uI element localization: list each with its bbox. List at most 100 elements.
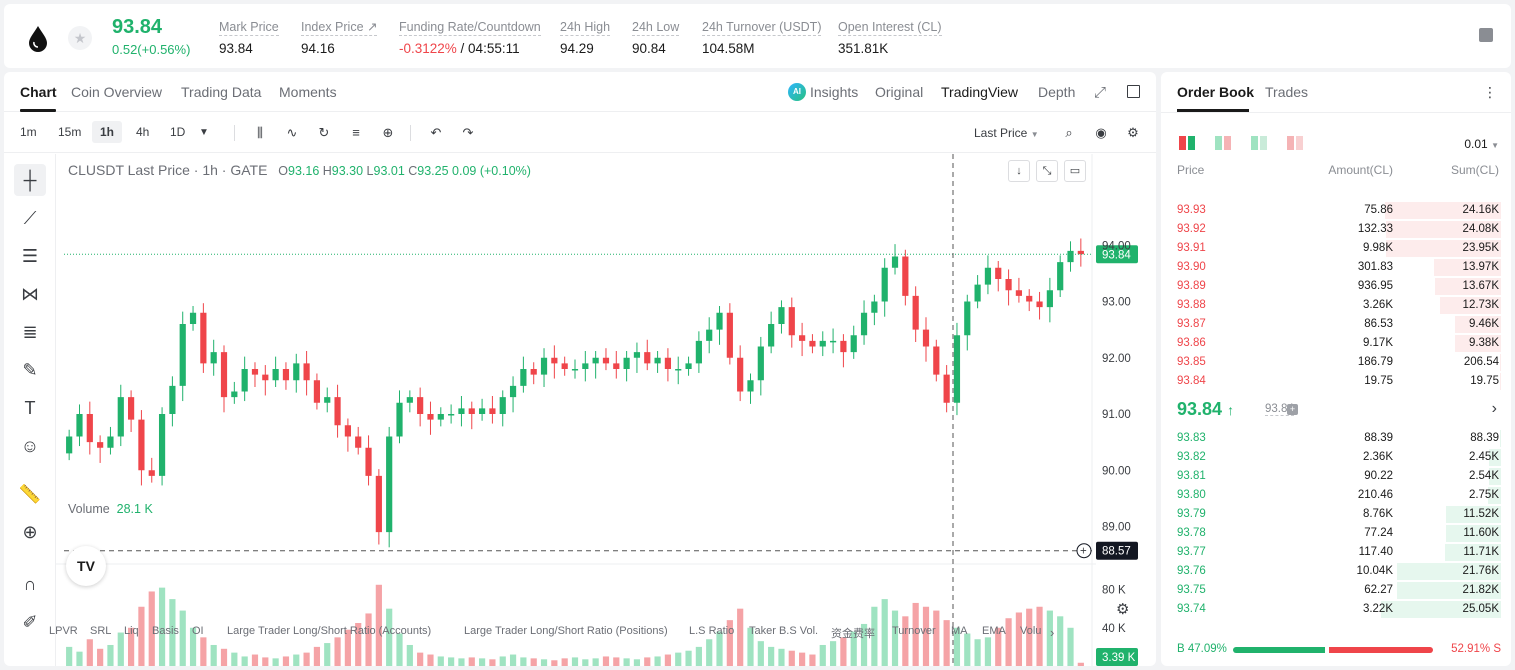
collapse-icon[interactable]: ⤡ — [1036, 160, 1058, 182]
alert-add-icon[interactable]: ⊕ — [382, 125, 394, 140]
stat-mark-price[interactable]: Mark Price 93.84 — [219, 18, 279, 56]
tab-coin-overview[interactable]: Coin Overview — [71, 84, 163, 100]
view-insights[interactable]: Insights — [810, 84, 859, 100]
candle — [933, 346, 940, 375]
favorite-star-icon[interactable]: ★ — [68, 26, 92, 50]
fullscreen-icon[interactable]: ▭ — [1064, 160, 1086, 182]
templates-icon[interactable]: ≡ — [352, 125, 360, 140]
tradingview-logo-icon[interactable]: TV — [66, 546, 106, 586]
indicator-srl[interactable]: SRL — [90, 625, 112, 637]
bid-row[interactable]: 93.79 8.76K 11.52K — [1161, 505, 1511, 524]
redo-icon[interactable]: ↷ — [462, 125, 474, 140]
stat-index-price[interactable]: Index Price ↗ 94.16 — [301, 18, 378, 56]
book-icon[interactable] — [1479, 28, 1493, 42]
ask-row[interactable]: 93.91 9.98K 23.95K — [1161, 239, 1511, 258]
tab-order-book[interactable]: Order Book — [1177, 84, 1255, 100]
view-both-icon[interactable] — [1179, 136, 1195, 150]
trendline-icon[interactable]: ⟋ — [23, 208, 37, 228]
indicator-funding-rate[interactable]: 资金费率 — [831, 628, 875, 640]
mid-price[interactable]: 93.84 ↑ — [1177, 399, 1234, 420]
camera-icon[interactable]: ◉ — [1095, 125, 1107, 140]
precision-select[interactable]: 0.01 ▼ — [1464, 137, 1499, 151]
ask-row[interactable]: 93.90 301.83 13.97K — [1161, 258, 1511, 277]
text-tool-icon[interactable]: T — [24, 398, 36, 418]
undo-icon[interactable]: ↶ — [430, 125, 442, 140]
timeframe-1d[interactable]: 1D — [170, 125, 186, 139]
ask-row[interactable]: 93.86 9.17K 9.38K — [1161, 334, 1511, 353]
tab-moments[interactable]: Moments — [279, 84, 337, 100]
bid-row[interactable]: 93.76 10.04K 21.76K — [1161, 562, 1511, 581]
ai-insights-icon[interactable]: AI — [788, 83, 806, 101]
indicators-icon[interactable]: ∿ — [286, 125, 298, 140]
timeframe-1m[interactable]: 1m — [20, 125, 37, 139]
horizontal-lines-icon[interactable]: ☰ — [21, 246, 39, 266]
ask-row[interactable]: 93.84 19.75 19.75 — [1161, 372, 1511, 391]
indicator-ls-positions[interactable]: Large Trader Long/Short Ratio (Positions… — [464, 625, 668, 637]
timeframe-1h[interactable]: 1h — [92, 121, 123, 143]
ask-row[interactable]: 93.89 936.95 13.67K — [1161, 277, 1511, 296]
indicator-ema[interactable]: EMA — [982, 625, 1006, 637]
shield-icon[interactable]: + — [1287, 404, 1298, 415]
candle-type-icon[interactable]: ⫼ — [257, 125, 263, 140]
bid-row[interactable]: 93.74 3.22K 25.05K — [1161, 600, 1511, 619]
emoji-icon[interactable]: ☺ — [20, 436, 40, 456]
bid-row[interactable]: 93.82 2.36K 2.45K — [1161, 448, 1511, 467]
chart-settings-icon[interactable]: ⚙ — [1116, 601, 1130, 618]
tab-trades[interactable]: Trades — [1265, 84, 1309, 100]
crosshair-icon[interactable]: ┼ — [14, 164, 46, 196]
ask-row[interactable]: 93.93 75.86 24.16K — [1161, 201, 1511, 220]
view-bids-icon[interactable] — [1215, 136, 1231, 150]
settings-gear-icon[interactable]: ⚙ — [1127, 125, 1139, 140]
zoom-in-icon[interactable]: ⊕ — [22, 522, 38, 542]
ask-row[interactable]: 93.87 86.53 9.46K — [1161, 315, 1511, 334]
indicator-volume[interactable]: Volu — [1020, 625, 1042, 637]
indicator-turnover[interactable]: Turnover — [892, 625, 936, 637]
indicator-ma[interactable]: MA — [951, 625, 968, 637]
bid-row[interactable]: 93.81 90.22 2.54K — [1161, 467, 1511, 486]
timeframe-4h[interactable]: 4h — [136, 125, 150, 139]
indicator-ls-ratio[interactable]: L.S Ratio — [689, 625, 735, 637]
view-asks-icon[interactable] — [1251, 136, 1267, 150]
stat-open-interest[interactable]: Open Interest (CL) 351.81K — [838, 18, 942, 56]
indicator-basis[interactable]: Basis — [152, 625, 179, 637]
bid-row[interactable]: 93.78 77.24 11.60K — [1161, 524, 1511, 543]
indicator-oi[interactable]: OI — [192, 625, 204, 637]
indicator-lpvr[interactable]: LPVR — [49, 625, 78, 637]
window-icon[interactable] — [1127, 85, 1140, 98]
brush-icon[interactable]: ✎ — [22, 360, 38, 380]
expand-icon[interactable]: ⤢ — [1094, 84, 1107, 101]
timeframe-15m[interactable]: 15m — [58, 125, 82, 139]
view-original[interactable]: Original — [875, 84, 924, 100]
ask-row[interactable]: 93.88 3.26K 12.73K — [1161, 296, 1511, 315]
view-tradingview[interactable]: TradingView — [941, 84, 1019, 100]
more-icon[interactable]: ⋮ — [1483, 84, 1497, 100]
price-source-select[interactable]: Last Price ▼ — [974, 126, 1039, 140]
replay-icon[interactable]: ↻ — [318, 125, 330, 140]
magnet-icon[interactable]: ∩ — [23, 574, 37, 594]
timeframe-dropdown-icon[interactable]: ▼ — [199, 127, 209, 138]
view-depth[interactable]: Depth — [1038, 84, 1076, 100]
indicator-ls-accounts[interactable]: Large Trader Long/Short Ratio (Accounts) — [227, 625, 432, 637]
stat-funding-rate[interactable]: Funding Rate/Countdown -0.3122% / 04:55:… — [399, 18, 541, 56]
arrow-down-icon[interactable]: ↓ — [1008, 160, 1030, 182]
fib-icon[interactable]: ≣ — [22, 322, 38, 342]
ruler-icon[interactable]: 📏 — [18, 484, 42, 504]
tab-trading-data[interactable]: Trading Data — [181, 84, 262, 100]
chevron-right-icon[interactable]: › — [1491, 400, 1497, 417]
tab-chart[interactable]: Chart — [20, 84, 57, 100]
indicator-taker-vol[interactable]: Taker B.S Vol. — [749, 625, 819, 637]
indicator-liq[interactable]: Liq — [124, 625, 139, 637]
candle — [169, 385, 176, 414]
bid-row[interactable]: 93.83 88.39 88.39 — [1161, 429, 1511, 448]
bid-row[interactable]: 93.80 210.46 2.75K — [1161, 486, 1511, 505]
search-icon[interactable]: ⌕ — [1065, 125, 1073, 140]
view-sells-icon[interactable] — [1287, 136, 1303, 150]
ask-row[interactable]: 93.85 186.79 206.54 — [1161, 353, 1511, 372]
ask-row[interactable]: 93.92 132.33 24.08K — [1161, 220, 1511, 239]
pattern-icon[interactable]: ⋈ — [21, 284, 39, 304]
chevron-right-icon[interactable]: › — [1050, 625, 1055, 640]
bid-row[interactable]: 93.75 62.27 21.82K — [1161, 581, 1511, 600]
lock-draw-icon[interactable]: ✐ — [22, 612, 38, 632]
bid-row[interactable]: 93.77 117.40 11.71K — [1161, 543, 1511, 562]
